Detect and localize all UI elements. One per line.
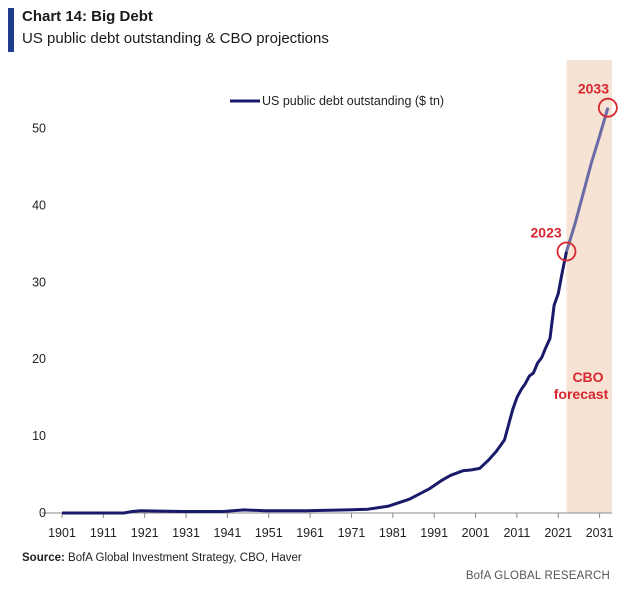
x-tick-label: 2001 xyxy=(462,526,490,540)
annotation-label-2033: 2033 xyxy=(578,81,609,97)
y-axis: 0 10 20 30 40 50 xyxy=(32,121,46,520)
y-tick-label: 20 xyxy=(32,352,46,366)
chart-subtitle: US public debt outstanding & CBO project… xyxy=(22,30,329,47)
legend-label: US public debt outstanding ($ tn) xyxy=(262,94,444,108)
brand-footer: BofA GLOBAL RESEARCH xyxy=(465,570,610,582)
chart-title: Chart 14: Big Debt xyxy=(22,8,153,25)
y-tick-label: 30 xyxy=(32,275,46,289)
x-tick-label: 1921 xyxy=(131,526,159,540)
x-tick-label: 1951 xyxy=(255,526,283,540)
source-text: BofA Global Investment Strategy, CBO, Ha… xyxy=(68,552,302,564)
historical-debt-line xyxy=(62,251,568,515)
forecast-label-line2: forecast xyxy=(554,386,609,402)
x-tick-label: 2011 xyxy=(503,526,530,540)
legend: US public debt outstanding ($ tn) xyxy=(230,94,444,108)
y-tick-label: 40 xyxy=(32,198,46,212)
x-tick-label: 1981 xyxy=(379,526,407,540)
source-note: Source: BofA Global Investment Strategy,… xyxy=(22,552,302,564)
x-tick-label: 1911 xyxy=(90,526,117,540)
x-tick-label: 1941 xyxy=(214,526,242,540)
source-label: Source: xyxy=(22,552,65,564)
forecast-label-line1: CBO xyxy=(572,369,603,385)
y-tick-label: 0 xyxy=(39,506,46,520)
title-accent-bar xyxy=(8,8,14,52)
x-axis: 1901 1911 1921 1931 1941 1951 1961 1971 1981 1991… xyxy=(42,512,614,540)
y-tick-label: 50 xyxy=(32,121,46,135)
y-tick-label: 10 xyxy=(32,429,46,443)
x-tick-label: 1971 xyxy=(338,526,366,540)
forecast-debt-line xyxy=(565,107,610,252)
x-tick-label: 1901 xyxy=(48,526,76,540)
forecast-band xyxy=(566,60,612,513)
x-tick-label: 1961 xyxy=(296,526,324,540)
annotation-label-2023: 2023 xyxy=(531,225,562,241)
annotation-circle-2033 xyxy=(597,97,618,118)
x-tick-label: 1931 xyxy=(172,526,200,540)
x-tick-label: 2021 xyxy=(544,526,572,540)
x-tick-label: 2031 xyxy=(586,526,614,540)
annotation-circle-2023 xyxy=(556,241,577,262)
x-tick-label: 1991 xyxy=(420,526,448,540)
